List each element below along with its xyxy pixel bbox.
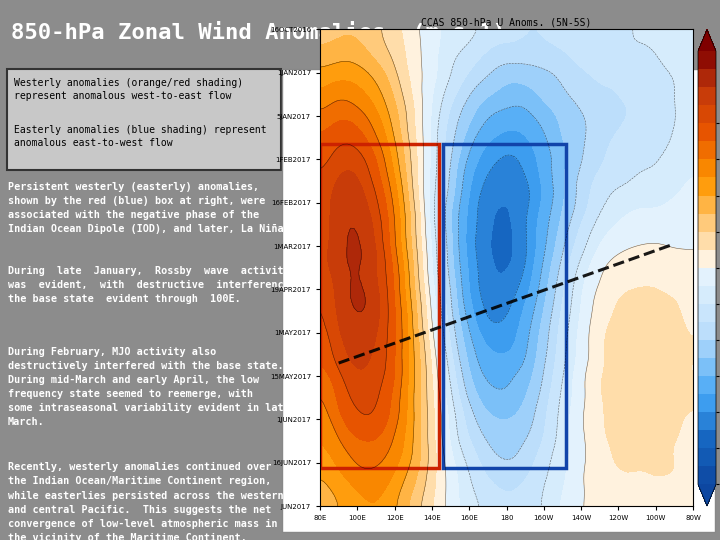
- Text: Easterly anomalies (blue shading) represent
anomalous east-to-west flow: Easterly anomalies (blue shading) repres…: [14, 125, 266, 148]
- Title: CCAS 850-hPa U Anoms. (5N-5S): CCAS 850-hPa U Anoms. (5N-5S): [421, 17, 592, 27]
- PathPatch shape: [698, 484, 716, 506]
- Text: 850-hPa Zonal Wind Anomalies  (m s-1): 850-hPa Zonal Wind Anomalies (m s-1): [11, 22, 505, 43]
- Bar: [320, 144, 439, 468]
- Bar: [443, 144, 566, 468]
- Text: During February, MJO activity also
destructively interfered with the base state.: During February, MJO activity also destr…: [8, 347, 289, 427]
- PathPatch shape: [698, 30, 716, 51]
- Bar: [282, 70, 715, 532]
- Text: Westerly anomalies (orange/red shading)
represent anomalous west-to-east flow: Westerly anomalies (orange/red shading) …: [14, 78, 243, 101]
- Bar: [7, 70, 281, 170]
- Text: Persistent westerly (easterly) anomalies,
shown by the red (blue) box at right, : Persistent westerly (easterly) anomalies…: [8, 183, 289, 234]
- Text: During  late  January,  Rossby  wave  activity
was  evident,  with  destructive : During late January, Rossby wave activit…: [8, 266, 314, 304]
- Text: Recently, westerly anomalies continued over
the Indian Ocean/Maritime Continent : Recently, westerly anomalies continued o…: [8, 462, 284, 540]
